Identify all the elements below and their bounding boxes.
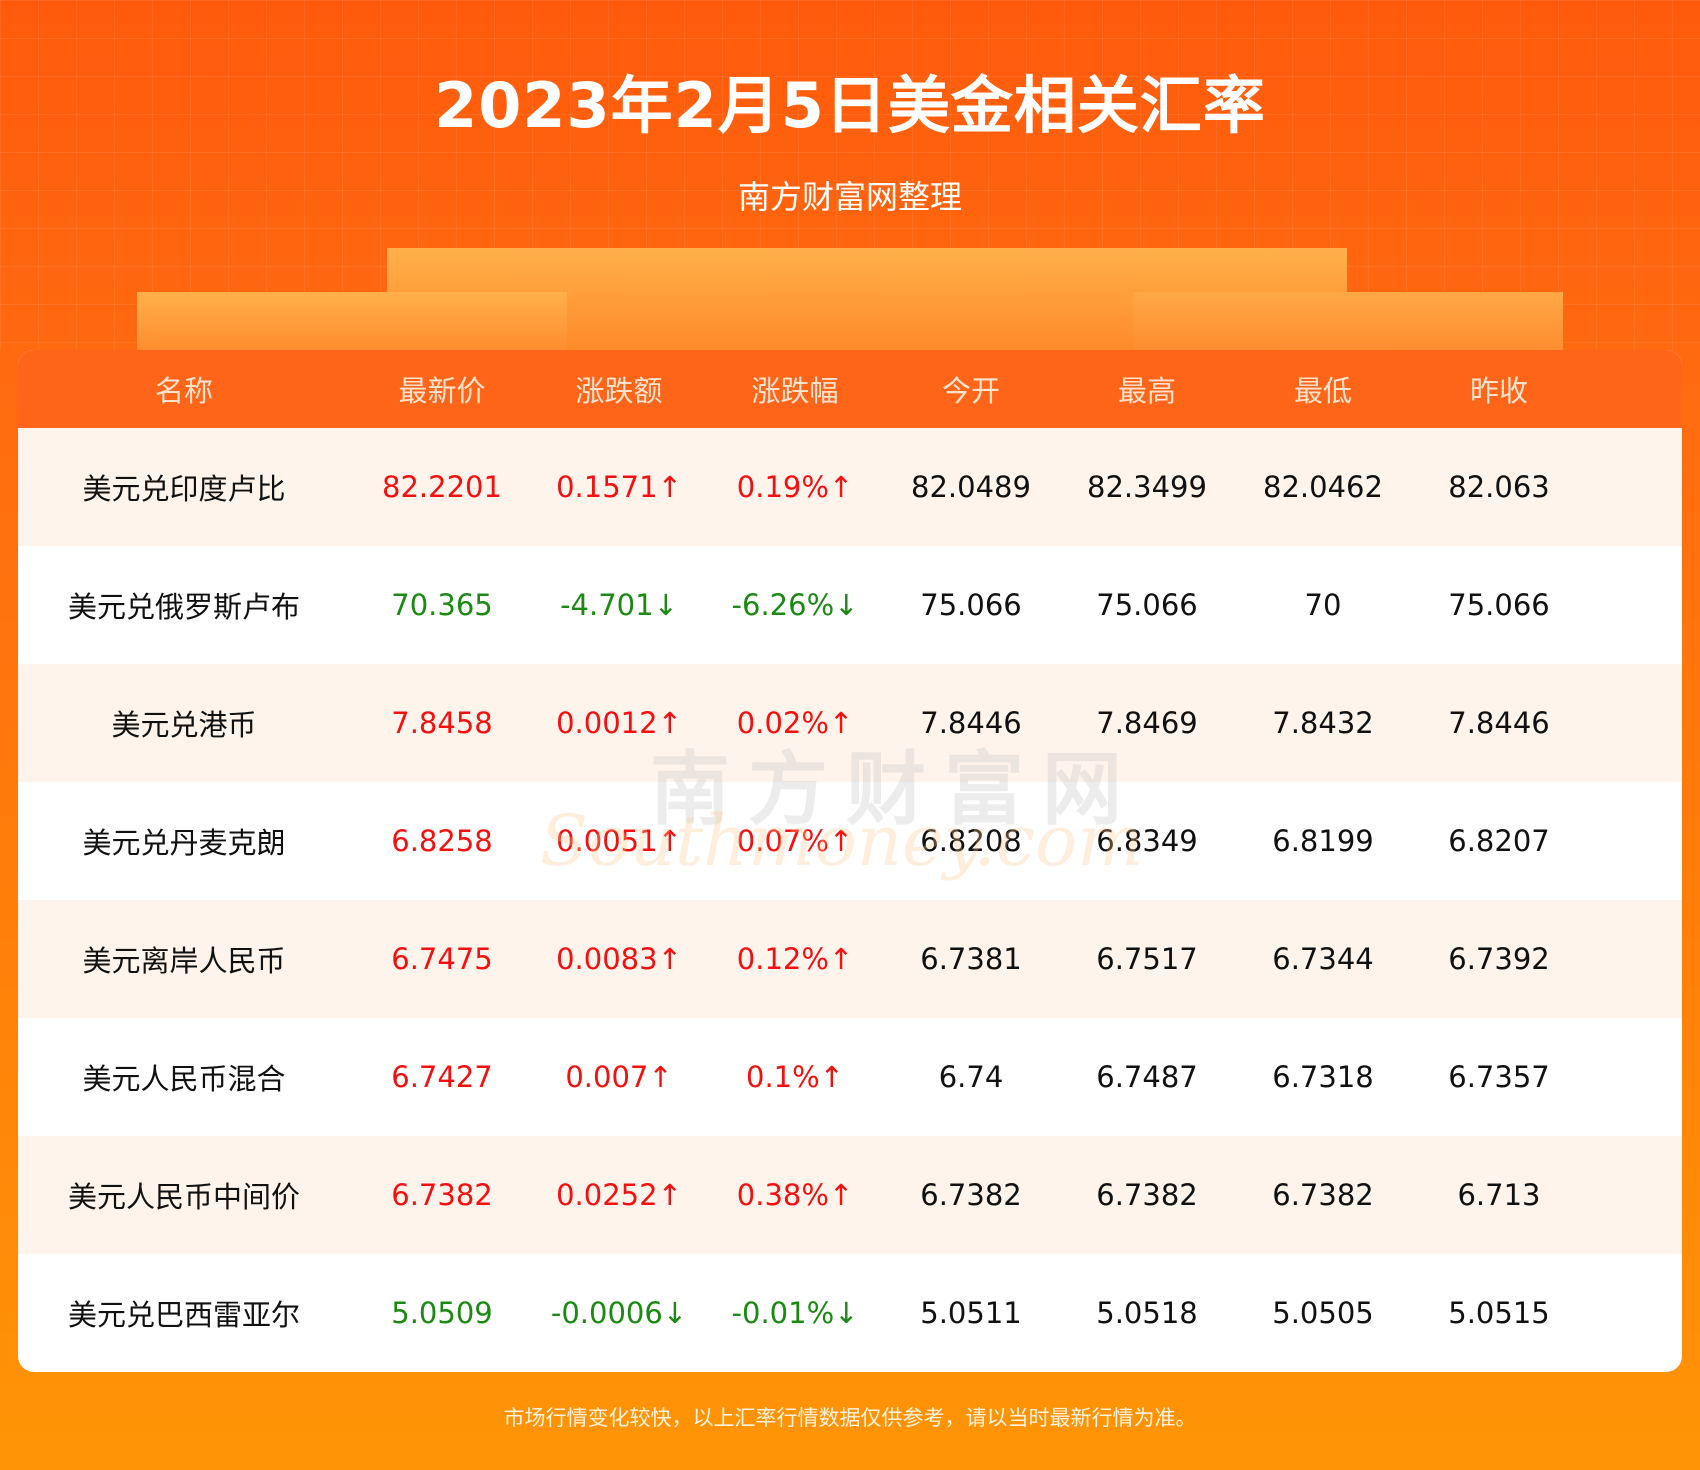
table-row: 美元兑港币 7.8458 0.0012↑ 0.02%↑ 7.8446 7.8469 7.84… <box>18 664 1682 782</box>
prev-close: 6.7357 <box>1448 1060 1550 1094</box>
column-header: 最新价 <box>398 374 486 408</box>
change-amount: -0.0006↓ <box>550 1296 688 1330</box>
prev-close: 6.713 <box>1457 1178 1541 1212</box>
prev-close: 7.8446 <box>1448 706 1550 740</box>
prev-close: 6.8207 <box>1448 824 1550 858</box>
prev-close: 5.0515 <box>1448 1296 1550 1330</box>
table-header: 名称 最新价 涨跌额 涨跌幅 今开 最高 最低 昨收 <box>18 350 1682 428</box>
change-amount: 0.0083↑ <box>556 942 682 976</box>
open-price: 5.0511 <box>920 1296 1022 1330</box>
pair-name: 美元兑印度卢比 <box>82 472 286 506</box>
open-price: 6.8208 <box>920 824 1022 858</box>
prev-close: 6.7392 <box>1448 942 1550 976</box>
table-row: 美元人民币混合 6.7427 0.007↑ 0.1%↑ 6.74 6.7487 6.7318… <box>18 1018 1682 1136</box>
change-percent: 0.1%↑ <box>746 1060 844 1094</box>
column-header: 涨跌幅 <box>751 374 839 408</box>
high-price: 82.3499 <box>1087 470 1207 504</box>
low-price: 82.0462 <box>1263 470 1383 504</box>
high-price: 5.0518 <box>1096 1296 1198 1330</box>
latest-price: 5.0509 <box>391 1296 493 1330</box>
table-body: 美元兑印度卢比 82.2201 0.1571↑ 0.19%↑ 82.0489 82.349… <box>18 428 1682 1372</box>
change-percent: 0.12%↑ <box>736 942 854 976</box>
table-row: 美元离岸人民币 6.7475 0.0083↑ 0.12%↑ 6.7381 6.7517 6.… <box>18 900 1682 1018</box>
change-amount: 0.007↑ <box>565 1060 673 1094</box>
change-amount: 0.0012↑ <box>556 706 682 740</box>
low-price: 7.8432 <box>1272 706 1374 740</box>
column-header: 昨收 <box>1469 374 1528 408</box>
high-price: 6.7517 <box>1096 942 1198 976</box>
latest-price: 6.7427 <box>391 1060 493 1094</box>
prev-close: 75.066 <box>1448 588 1550 622</box>
low-price: 6.7318 <box>1272 1060 1374 1094</box>
high-price: 7.8469 <box>1096 706 1198 740</box>
table-row: 美元兑俄罗斯卢布 70.365 -4.701↓ -6.26%↓ 75.066 75.066… <box>18 546 1682 664</box>
change-percent: -6.26%↓ <box>731 588 859 622</box>
pair-name: 美元兑俄罗斯卢布 <box>68 590 301 624</box>
high-price: 6.8349 <box>1096 824 1198 858</box>
open-price: 82.0489 <box>911 470 1031 504</box>
table-row: 美元兑巴西雷亚尔 5.0509 -0.0006↓ -0.01%↓ 5.0511 5.051… <box>18 1254 1682 1372</box>
pair-name: 美元兑港币 <box>111 708 257 742</box>
open-price: 75.066 <box>920 588 1022 622</box>
high-price: 75.066 <box>1096 588 1198 622</box>
column-header: 今开 <box>941 374 1000 408</box>
latest-price: 6.7382 <box>391 1178 493 1212</box>
low-price: 6.7382 <box>1272 1178 1374 1212</box>
column-header: 名称 <box>154 374 213 408</box>
latest-price: 70.365 <box>391 588 493 622</box>
high-price: 6.7487 <box>1096 1060 1198 1094</box>
high-price: 6.7382 <box>1096 1178 1198 1212</box>
change-percent: -0.01%↓ <box>731 1296 859 1330</box>
column-header: 涨跌额 <box>575 374 663 408</box>
change-percent: 0.38%↑ <box>736 1178 854 1212</box>
rates-table: 名称 最新价 涨跌额 涨跌幅 今开 最高 最低 昨收 美元兑印度卢比 82.2201 0.1571… <box>18 350 1682 1372</box>
change-percent: 0.02%↑ <box>736 706 854 740</box>
low-price: 5.0505 <box>1272 1296 1374 1330</box>
change-amount: 0.0051↑ <box>556 824 682 858</box>
low-price: 6.8199 <box>1272 824 1374 858</box>
decor-block <box>1133 292 1563 350</box>
pair-name: 美元兑丹麦克朗 <box>82 826 286 860</box>
disclaimer: 市场行情变化较快，以上汇率行情数据仅供参考，请以当时最新行情为准。 <box>503 1406 1197 1430</box>
page-title: 2023年2月5日美金相关汇率 <box>434 69 1266 142</box>
change-amount: -4.701↓ <box>560 588 678 622</box>
table-row: 美元兑印度卢比 82.2201 0.1571↑ 0.19%↑ 82.0489 82.349… <box>18 428 1682 546</box>
table-row: 美元兑丹麦克朗 6.8258 0.0051↑ 0.07%↑ 6.8208 6.8349 6.… <box>18 782 1682 900</box>
change-percent: 0.07%↑ <box>736 824 854 858</box>
open-price: 6.74 <box>938 1060 1004 1094</box>
page-subtitle: 南方财富网整理 <box>737 178 962 216</box>
pair-name: 美元人民币混合 <box>82 1062 286 1096</box>
pair-name: 美元兑巴西雷亚尔 <box>68 1298 301 1332</box>
column-header: 最高 <box>1117 374 1176 408</box>
latest-price: 82.2201 <box>382 470 502 504</box>
latest-price: 6.8258 <box>391 824 493 858</box>
change-percent: 0.19%↑ <box>736 470 854 504</box>
open-price: 7.8446 <box>920 706 1022 740</box>
low-price: 70 <box>1304 588 1342 622</box>
latest-price: 7.8458 <box>391 706 493 740</box>
change-amount: 0.0252↑ <box>556 1178 682 1212</box>
pair-name: 美元离岸人民币 <box>82 944 286 978</box>
open-price: 6.7382 <box>920 1178 1022 1212</box>
low-price: 6.7344 <box>1272 942 1374 976</box>
decor-block <box>137 292 567 350</box>
latest-price: 6.7475 <box>391 942 493 976</box>
column-header: 最低 <box>1293 374 1352 408</box>
pair-name: 美元人民币中间价 <box>68 1180 301 1214</box>
change-amount: 0.1571↑ <box>556 470 682 504</box>
prev-close: 82.063 <box>1448 470 1550 504</box>
open-price: 6.7381 <box>920 942 1022 976</box>
table-row: 美元人民币中间价 6.7382 0.0252↑ 0.38%↑ 6.7382 6.7382 6… <box>18 1136 1682 1254</box>
